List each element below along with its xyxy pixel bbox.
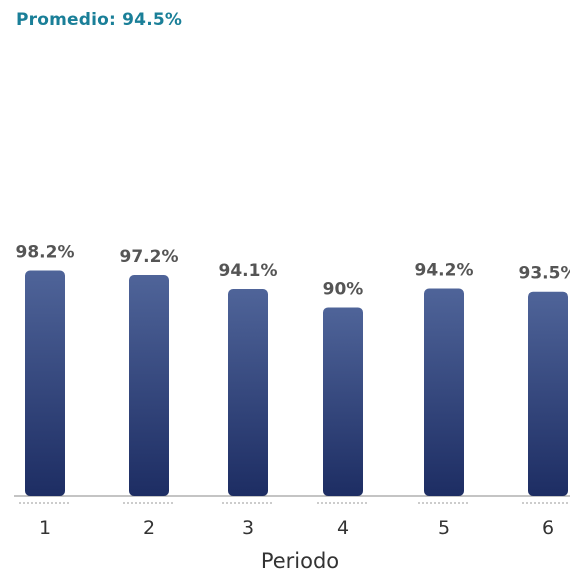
x-tick-label-4: 4 xyxy=(337,517,349,539)
bar-2 xyxy=(129,275,169,496)
data-label-1: 98.2% xyxy=(16,243,75,263)
x-tick-label-3: 3 xyxy=(242,517,254,539)
data-label-5: 94.2% xyxy=(415,261,474,281)
bar-1 xyxy=(25,270,65,496)
bar-3 xyxy=(228,289,268,496)
data-label-4: 90% xyxy=(323,279,364,299)
x-tick-label-6: 6 xyxy=(542,517,554,539)
x-tick-label-2: 2 xyxy=(143,517,155,539)
bar-5 xyxy=(424,288,464,496)
data-label-3: 94.1% xyxy=(219,261,278,281)
data-label-2: 97.2% xyxy=(120,247,179,267)
bar-6 xyxy=(528,291,568,496)
bar-4 xyxy=(323,307,363,496)
x-axis-label: Periodo xyxy=(261,549,339,571)
chart-title: Promedio: 94.5% xyxy=(16,10,183,30)
x-tick-label-5: 5 xyxy=(438,517,450,539)
x-tick-label-1: 1 xyxy=(39,517,51,539)
data-label-6: 93.5% xyxy=(519,264,570,284)
